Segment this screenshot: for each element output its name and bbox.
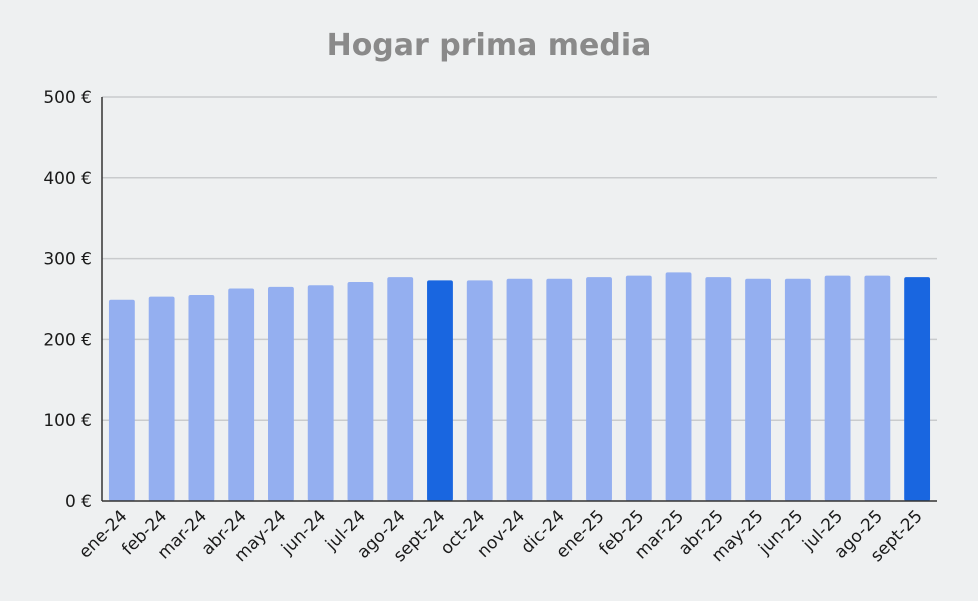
bar-jun-25 — [784, 278, 811, 501]
bar-ago-24 — [387, 277, 414, 501]
bar-nov-24 — [506, 278, 533, 501]
y-tick-label: 100 € — [43, 411, 92, 431]
bar-abr-25 — [705, 277, 732, 501]
y-tick-label: 200 € — [43, 330, 92, 350]
x-tick-label: jun-25 — [754, 506, 807, 559]
bar-abr-24 — [228, 288, 255, 501]
bar-sept-24 — [427, 280, 453, 501]
bar-ene-25 — [586, 277, 612, 501]
x-tick-label: ene-24 — [75, 506, 131, 562]
bar-may-24 — [268, 286, 294, 501]
bar-jul-24 — [347, 282, 374, 501]
bar-feb-24 — [148, 296, 175, 501]
bar-feb-25 — [625, 275, 652, 501]
y-tick-label: 300 € — [43, 250, 92, 270]
y-tick-label: 400 € — [43, 169, 92, 189]
bar-oct-24 — [466, 280, 493, 501]
bar-may-25 — [745, 278, 771, 501]
x-tick-label: jun-24 — [277, 506, 330, 559]
bar-ago-25 — [864, 275, 891, 501]
y-tick-label: 0 € — [65, 492, 92, 512]
bar-sept-25 — [904, 277, 931, 501]
bar-jun-24 — [307, 285, 334, 501]
y-tick-label: 500 € — [43, 88, 92, 108]
bar-mar-25 — [665, 272, 692, 501]
bar-dic-24 — [546, 278, 573, 501]
bar-ene-24 — [108, 299, 135, 501]
chart-title: Hogar prima media — [326, 28, 652, 63]
bar-jul-25 — [824, 275, 851, 501]
bar-mar-24 — [188, 294, 215, 501]
